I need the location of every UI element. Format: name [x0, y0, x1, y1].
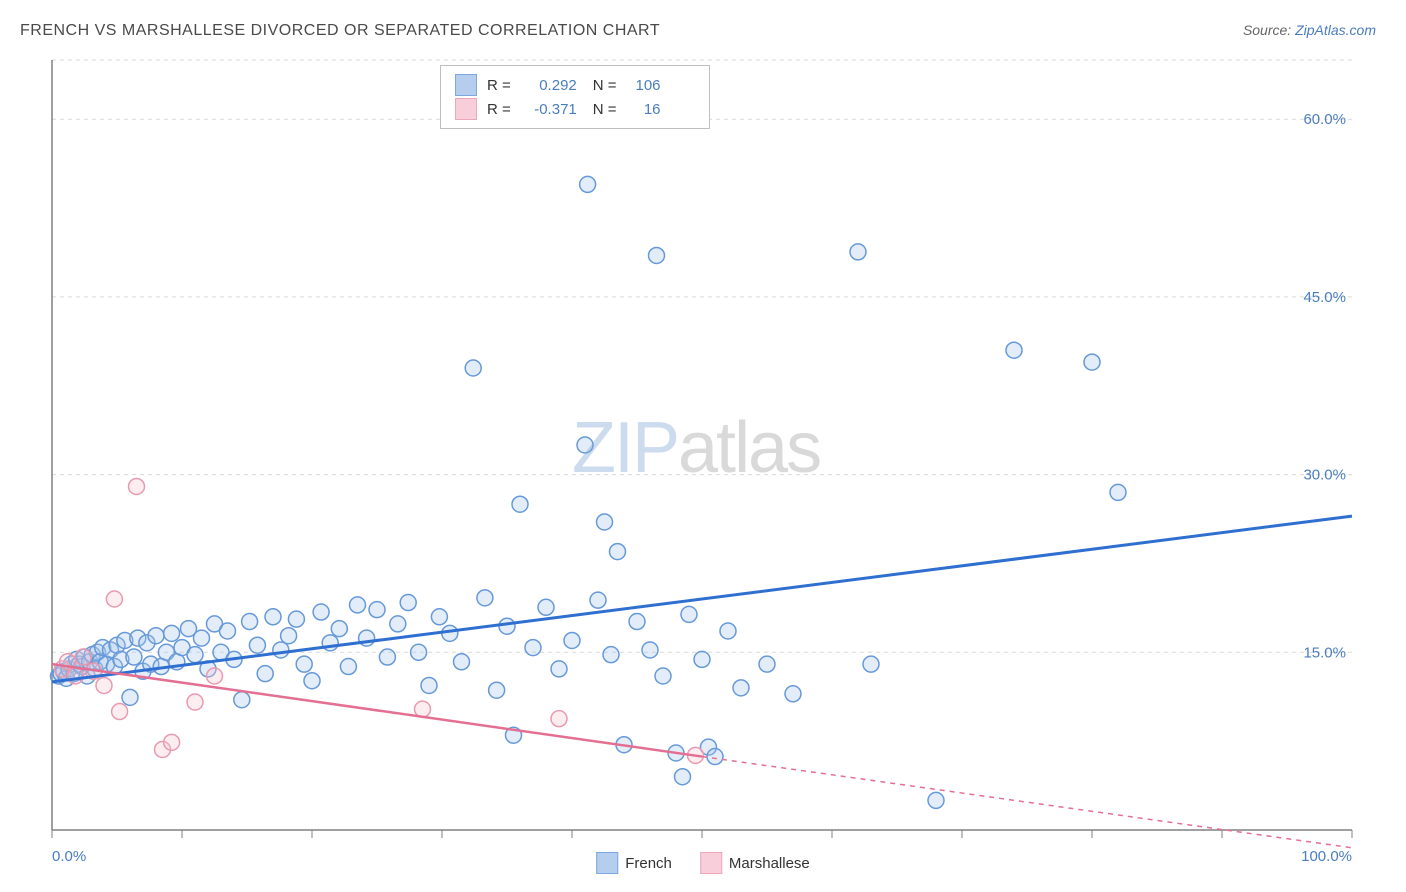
legend-item-french: French [596, 852, 672, 874]
svg-text:15.0%: 15.0% [1303, 644, 1346, 661]
legend-swatch [455, 98, 477, 120]
legend-label-french: French [625, 855, 672, 872]
series-legend: French Marshallese [596, 852, 810, 874]
legend-label-marshallese: Marshallese [729, 855, 810, 872]
swatch-french [596, 852, 618, 874]
legend-item-marshallese: Marshallese [700, 852, 810, 874]
n-value: 106 [627, 77, 661, 94]
scatter-plot: 15.0% 30.0% 45.0% 60.0% [0, 0, 1406, 892]
r-label: R = [487, 77, 511, 94]
n-label: N = [593, 77, 617, 94]
legend-row: R = -0.371 N = 16 [455, 98, 695, 120]
r-label: R = [487, 101, 511, 118]
svg-text:30.0%: 30.0% [1303, 467, 1346, 484]
n-value: 16 [627, 101, 661, 118]
legend-swatch [455, 74, 477, 96]
correlation-legend: R = 0.292 N = 106 R = -0.371 N = 16 [440, 65, 710, 129]
svg-text:45.0%: 45.0% [1303, 289, 1346, 306]
legend-row: R = 0.292 N = 106 [455, 74, 695, 96]
svg-text:60.0%: 60.0% [1303, 111, 1346, 128]
swatch-marshallese [700, 852, 722, 874]
x-axis-max-label: 100.0% [1301, 848, 1352, 865]
x-axis-min-label: 0.0% [52, 848, 86, 865]
n-label: N = [593, 101, 617, 118]
r-value: 0.292 [521, 77, 577, 94]
r-value: -0.371 [521, 101, 577, 118]
